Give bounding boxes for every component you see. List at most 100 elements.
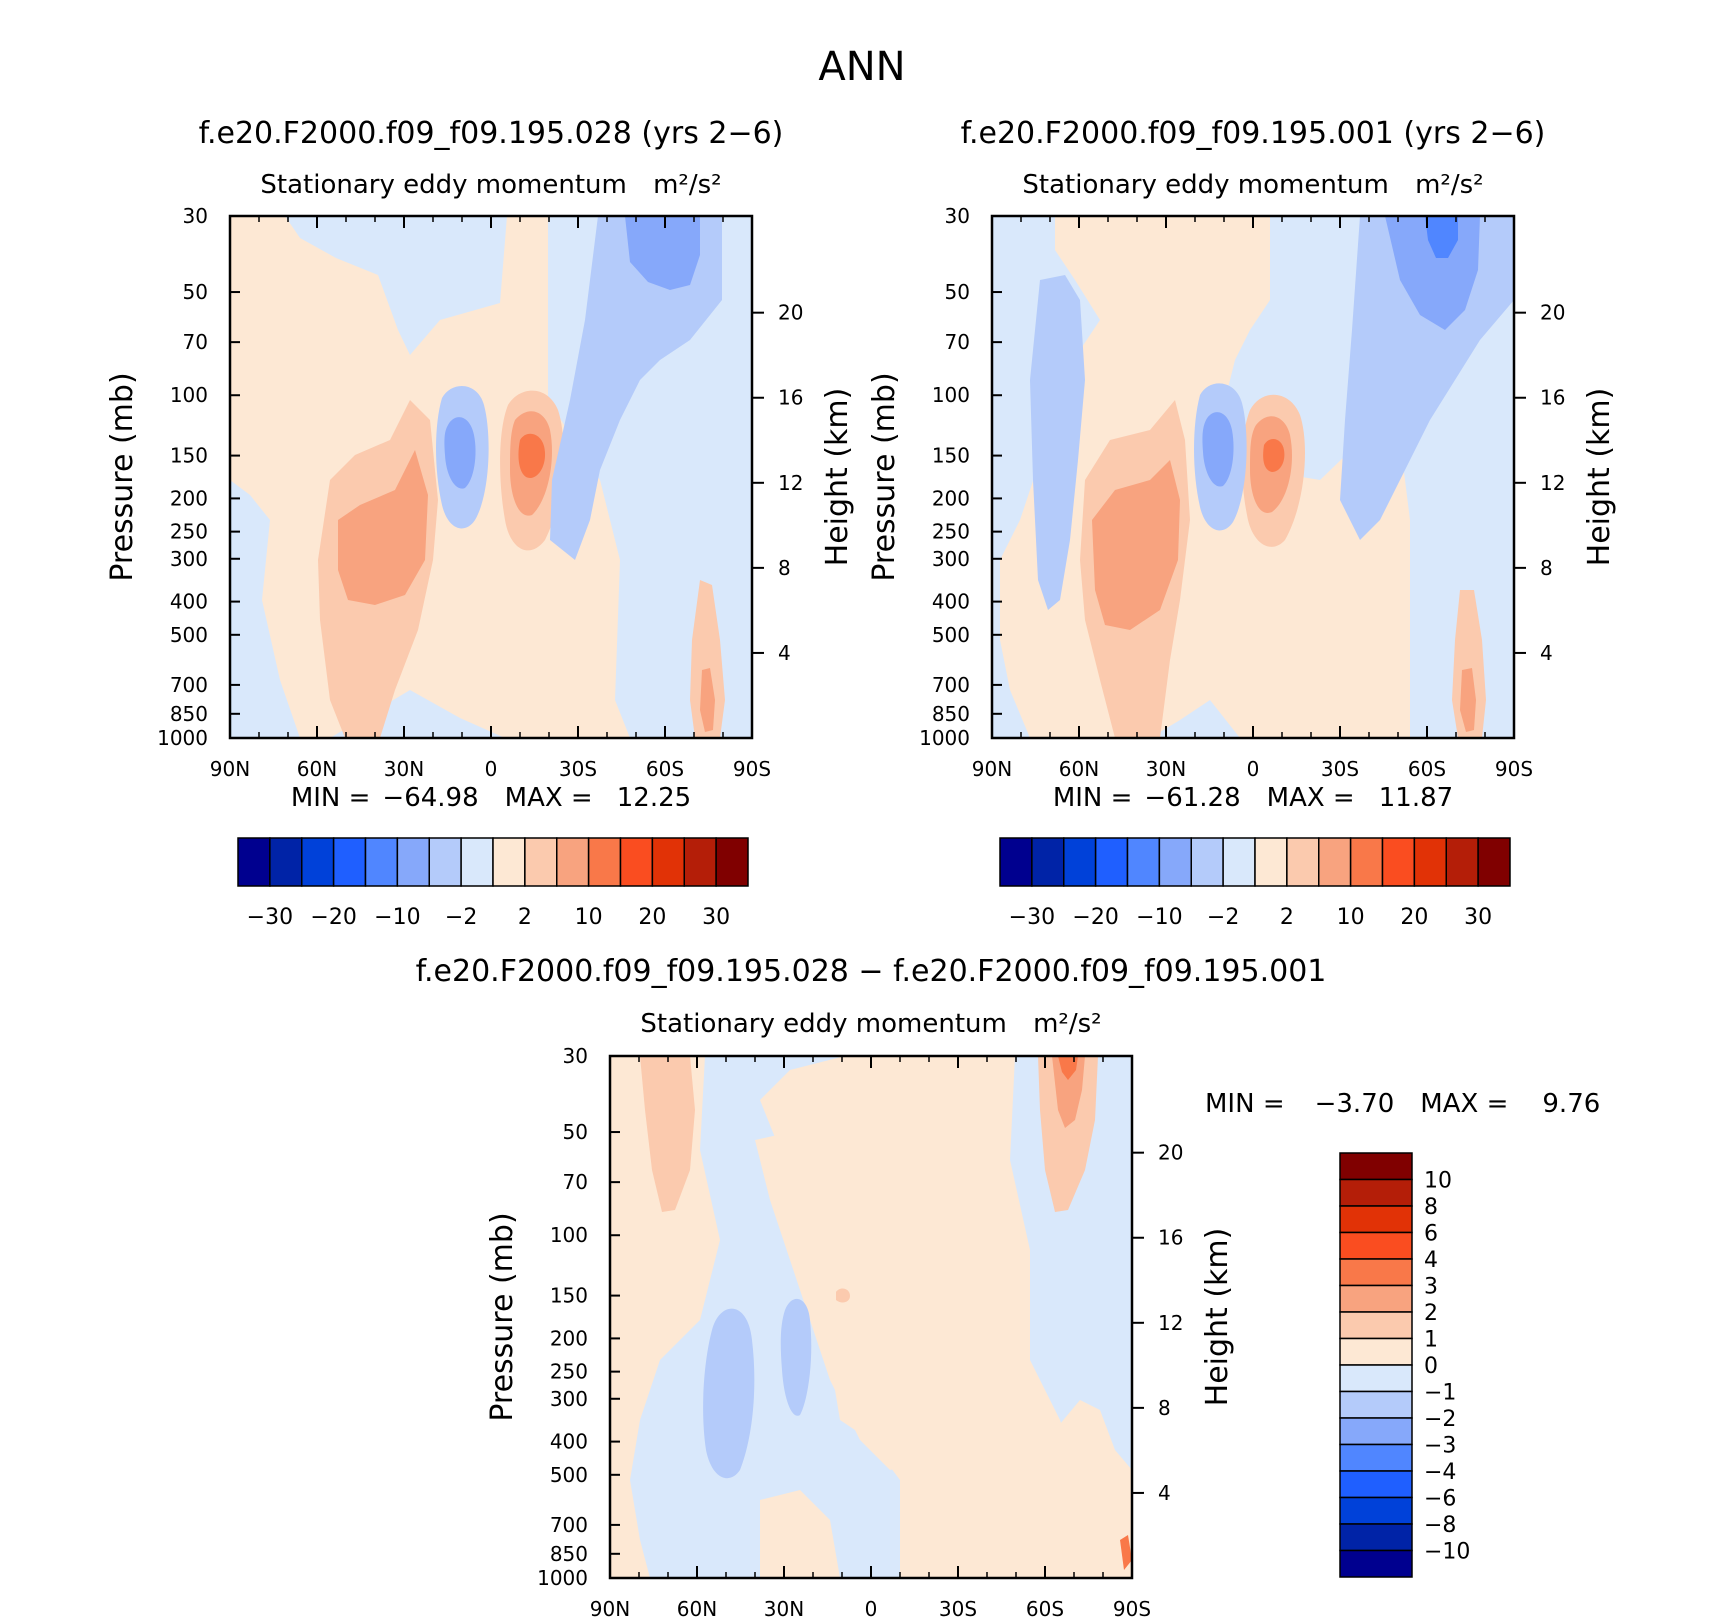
y-axis-title-control: Pressure (mb) — [867, 372, 902, 581]
contour-diff-pos-dot — [836, 1288, 850, 1303]
min-label-difference: MIN = — [1205, 1089, 1285, 1119]
min-value-control: −61.28 — [1144, 783, 1240, 813]
colorbar-label-difference: 8 — [1424, 1195, 1438, 1220]
y-tick-label-case: 150 — [170, 444, 208, 468]
contour-south-neg-3-control — [1425, 216, 1458, 258]
colorbar-box-control — [1222, 837, 1256, 887]
panel-case-title: f.e20.F2000.f09_f09.195.028 (yrs 2−6) — [199, 116, 784, 151]
y2-tick-label-case: 4 — [778, 641, 791, 665]
colorbar-box-case — [492, 837, 526, 887]
y-tick-label-case: 250 — [170, 520, 208, 544]
colorbar-box-difference — [1339, 1178, 1413, 1207]
colorbar-box-control — [1254, 837, 1288, 887]
x-tick-label-case: 60S — [646, 757, 684, 781]
colorbar-label-control: −2 — [1207, 905, 1239, 930]
y2-tick-label-difference: 4 — [1158, 1481, 1171, 1505]
colorbar-box-control — [1158, 837, 1192, 887]
y2-tick-label-difference: 16 — [1158, 1226, 1183, 1250]
x-tick-label-difference: 60N — [677, 1597, 717, 1617]
colorbar-box-difference — [1339, 1549, 1413, 1578]
panel-case-units: m²/s² — [653, 170, 721, 200]
min-label-case: MIN = — [291, 783, 371, 813]
max-value-difference: 9.76 — [1542, 1089, 1600, 1119]
y-tick-label-control: 200 — [932, 486, 970, 510]
y-tick-label-difference: 500 — [550, 1463, 588, 1487]
colorbar-case: −30 −20 −10 −2 2 10 20 30 — [237, 837, 749, 930]
y2-tick-label-control: 8 — [1540, 556, 1553, 580]
colorbar-box-control — [1286, 837, 1320, 887]
y-tick-label-case: 700 — [170, 673, 208, 697]
y-tick-label-difference: 250 — [550, 1360, 588, 1384]
contour-diff-pos-lower — [760, 1490, 840, 1578]
x-tick-label-case: 90N — [210, 757, 250, 781]
panel-control-variable: Stationary eddy momentum — [1022, 170, 1388, 200]
max-label-case: MAX = — [505, 783, 593, 813]
panel-difference: f.e20.F2000.f09_f09.195.028 − f.e20.F200… — [416, 954, 1326, 1578]
colorbar-label-case: −20 — [310, 905, 356, 930]
colorbar-box-difference — [1339, 1284, 1413, 1313]
colorbar-box-case — [587, 837, 622, 887]
colorbar-box-difference — [1339, 1390, 1413, 1419]
y2-tick-label-control: 12 — [1540, 471, 1565, 495]
y-tick-label-case: 50 — [183, 280, 208, 304]
contour-diff-pos-east-2 — [1120, 1535, 1132, 1570]
y-tick-label-difference: 300 — [550, 1387, 588, 1411]
y-tick-label-control: 300 — [932, 547, 970, 571]
y-tick-label-case: 400 — [170, 590, 208, 614]
contour-lowlevel-pos-2-control — [1460, 668, 1476, 732]
y-tick-label-difference: 30 — [563, 1044, 588, 1068]
panel-control-subtitle: Stationary eddy momentum m²/s² — [1022, 170, 1483, 200]
y-tick-label-control: 850 — [932, 702, 970, 726]
contour-south-neg-case — [550, 216, 722, 560]
colorbar-label-case: −2 — [445, 905, 477, 930]
colorbar-box-difference — [1339, 1205, 1413, 1234]
y-tick-label-control: 1000 — [919, 726, 970, 750]
colorbar-label-difference: 1 — [1424, 1328, 1438, 1353]
contour-lowlevel-pos-2-case — [700, 668, 715, 732]
min-value-case: −64.98 — [382, 783, 478, 813]
y-tick-label-control: 30 — [945, 204, 970, 228]
panel-control: f.e20.F2000.f09_f09.195.001 (yrs 2−6) St… — [961, 116, 1545, 738]
max-label-control: MAX = — [1267, 783, 1355, 813]
colorbar-box-case — [332, 837, 367, 887]
y-tick-label-difference: 200 — [550, 1326, 588, 1350]
y-tick-label-control: 50 — [945, 280, 970, 304]
colorbar-box-difference — [1339, 1364, 1413, 1393]
colorbar-box-difference — [1339, 1311, 1413, 1340]
colorbar-label-case: 10 — [575, 905, 603, 930]
colorbar-box-case — [301, 837, 335, 887]
x-tick-label-control: 60N — [1059, 757, 1099, 781]
y2-tick-label-control: 16 — [1540, 386, 1565, 410]
colorbar-label-control: 10 — [1337, 905, 1365, 930]
y-tick-label-case: 850 — [170, 702, 208, 726]
colorbar-label-difference: −4 — [1424, 1460, 1456, 1485]
x-tick-label-case: 90S — [733, 757, 771, 781]
y-tick-label-case: 70 — [183, 330, 208, 354]
min-value-difference: −3.70 — [1315, 1089, 1395, 1119]
y2-axis-title-control: Height (km) — [1582, 388, 1617, 567]
colorbar-label-difference: 0 — [1424, 1354, 1438, 1379]
panel-difference-subtitle: Stationary eddy momentum m²/s² — [640, 1009, 1101, 1039]
colorbar-box-difference — [1339, 1258, 1413, 1287]
colorbar-box-case — [651, 837, 685, 887]
colorbar-box-difference — [1339, 1523, 1413, 1552]
contour-diff-pos-center — [760, 1056, 1132, 1578]
x-tick-label-difference: 30N — [764, 1597, 804, 1617]
generated-marks: 305070100150200250300400500700850100090N… — [105, 204, 1617, 1617]
y-tick-label-case: 100 — [170, 383, 208, 407]
contour-diff-neg-2 — [780, 1298, 812, 1416]
contour-field-case — [230, 216, 752, 738]
y2-axis-title-case: Height (km) — [820, 388, 855, 567]
y2-tick-label-difference: 12 — [1158, 1311, 1183, 1335]
axes-difference: 305070100150200250300400500700850100090N… — [485, 1044, 1600, 1617]
y-tick-label-difference: 400 — [550, 1430, 588, 1454]
contour-core-neg-2-case — [444, 417, 476, 489]
minmax-control: MIN = −61.28 MAX = 11.87 — [1053, 783, 1453, 813]
contour-core-neg-2-control — [1202, 412, 1234, 487]
x-tick-label-control: 30S — [1321, 757, 1359, 781]
colorbar-box-control — [1445, 837, 1479, 887]
colorbar-label-difference: 4 — [1424, 1248, 1438, 1273]
axes-case: 305070100150200250300400500700850100090N… — [105, 204, 855, 930]
